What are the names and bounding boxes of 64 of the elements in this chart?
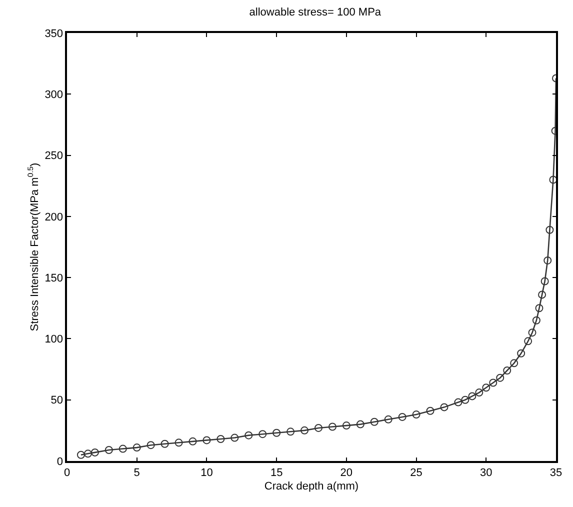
- point: [540, 277, 549, 286]
- chart-title: allowable stress= 100 MPa: [249, 6, 382, 18]
- point: [496, 374, 504, 382]
- point: [535, 304, 544, 312]
- point: [160, 440, 169, 448]
- point: [104, 446, 113, 454]
- point: [244, 431, 253, 440]
- x-tick-label: 5: [134, 466, 140, 479]
- y-tick-label: 100: [44, 334, 64, 346]
- y-tick-label: 300: [44, 88, 64, 101]
- point: [489, 378, 498, 387]
- x-tick-label: 30: [480, 466, 492, 479]
- point: [461, 396, 470, 404]
- y-tick-label: 350: [44, 28, 64, 40]
- point: [202, 436, 211, 444]
- point: [440, 403, 448, 412]
- point: [76, 450, 85, 459]
- x-axis-title: Crack depth a(mm): [264, 480, 359, 493]
- point: [370, 418, 378, 426]
- point: [454, 398, 462, 406]
- point: [146, 441, 155, 450]
- x-tick-label: 10: [200, 466, 213, 479]
- point: [132, 444, 141, 452]
- point: [258, 430, 267, 438]
- point: [84, 450, 92, 458]
- point: [475, 388, 484, 397]
- point: [216, 434, 225, 443]
- y-tick-label: 250: [44, 150, 64, 162]
- x-tick-label: 35: [550, 466, 562, 479]
- y-tick-label: 50: [50, 394, 64, 407]
- point: [356, 420, 364, 428]
- point: [482, 384, 490, 392]
- point: [286, 428, 295, 436]
- point: [398, 412, 406, 421]
- x-tick-label: 20: [340, 466, 353, 479]
- y-tick-label: 200: [44, 211, 64, 224]
- point: [328, 422, 336, 431]
- point: [230, 434, 239, 442]
- y-tick-label: 0: [56, 456, 64, 468]
- point: [174, 438, 183, 447]
- point: [549, 176, 556, 184]
- point: [384, 415, 392, 424]
- point: [524, 337, 532, 346]
- point: [544, 256, 552, 264]
- x-tick-label: 15: [270, 466, 283, 479]
- point: [503, 366, 512, 375]
- point: [546, 226, 554, 234]
- point: [342, 422, 350, 430]
- point: [272, 428, 281, 437]
- y-tick-label: 150: [44, 272, 64, 284]
- point: [538, 290, 546, 299]
- x-tick-label: 25: [410, 466, 422, 479]
- point: [468, 392, 476, 400]
- point: [532, 316, 540, 324]
- point: [90, 448, 99, 456]
- point: [510, 359, 518, 368]
- point: [118, 444, 127, 453]
- point: [314, 424, 322, 432]
- point: [412, 410, 420, 419]
- point: [300, 426, 309, 434]
- point: [528, 328, 536, 337]
- point: [517, 349, 526, 358]
- point: [188, 437, 197, 446]
- point: [426, 406, 434, 415]
